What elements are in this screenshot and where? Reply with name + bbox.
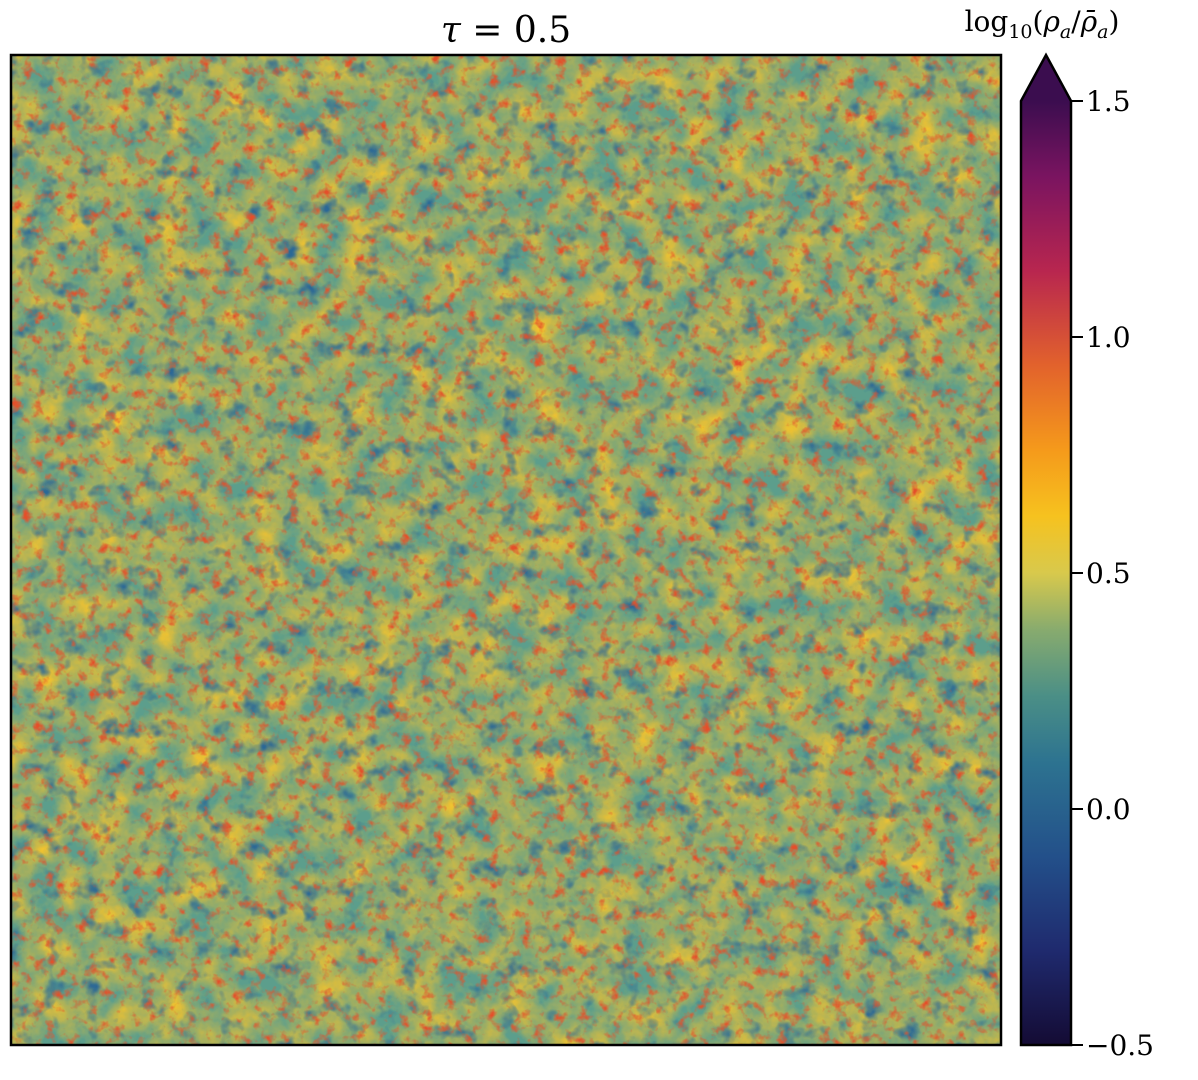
field-dense-knots — [11, 55, 1001, 1045]
colorbar: 1.51.00.50.0−0.5 log10(ρa/ρ̄a) — [965, 5, 1154, 1062]
colorbar-outline — [1019, 52, 1073, 1047]
cb-label-open-paren: ( — [1033, 5, 1044, 38]
plot-frame — [9, 53, 1003, 1047]
density-field — [11, 55, 1001, 1045]
colorbar-extend-arrow — [1021, 55, 1071, 101]
cb-label-slash: / — [1071, 5, 1081, 38]
cb-label-close-paren: ) — [1108, 5, 1119, 38]
chart-title: τ = 0.5 — [441, 10, 571, 51]
cb-label-rho: ρ — [1042, 5, 1060, 38]
colorbar-tick-label: 1.5 — [1086, 85, 1131, 118]
cb-label-rhobar-sub: a — [1097, 21, 1108, 43]
colorbar-tick-label: 1.0 — [1086, 321, 1131, 354]
colorbar-gradient — [1021, 101, 1071, 1045]
cb-label-rhobar: ρ̄ — [1080, 5, 1098, 38]
colorbar-tick-label: 0.0 — [1086, 793, 1131, 826]
cb-label-log-sub: 10 — [1008, 21, 1032, 43]
colorbar-tick-label: −0.5 — [1086, 1029, 1154, 1062]
cb-label-rho-sub: a — [1060, 21, 1071, 43]
colorbar-tick-label: 0.5 — [1086, 557, 1131, 590]
title-equals: = — [461, 10, 514, 51]
colorbar-label: log10(ρa/ρ̄a) — [965, 5, 1120, 43]
colorbar-ticks: 1.5 1.0 0.5 0.0 −0.5 — [1071, 85, 1154, 1062]
cb-label-log: log — [965, 5, 1009, 38]
title-symbol: τ — [441, 10, 462, 51]
title-value: 0.5 — [514, 10, 571, 51]
